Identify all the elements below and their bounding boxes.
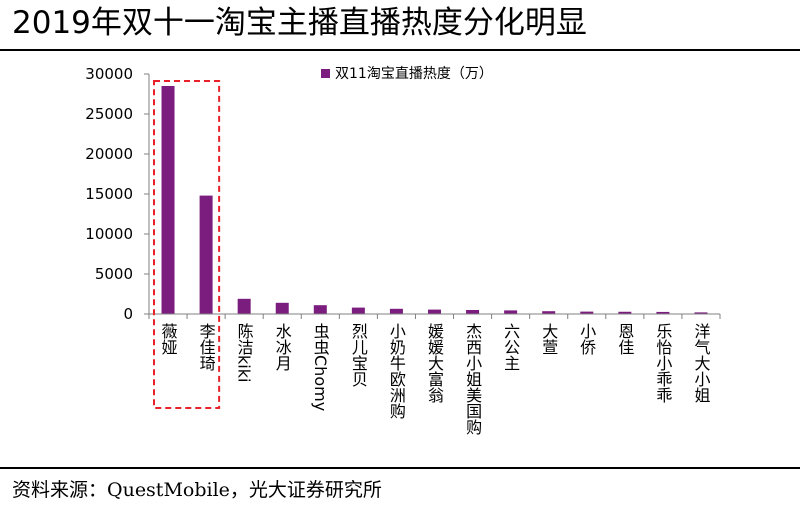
bar: [275, 302, 289, 314]
x-tick-label: 乐怡小乖乖: [653, 323, 672, 403]
bar: [580, 311, 594, 314]
legend-swatch: [321, 69, 330, 78]
x-tick-label: 陈洁kiki: [235, 323, 254, 382]
y-tick-label: 15000: [85, 185, 133, 203]
bar: [504, 310, 518, 314]
x-tick-label: 虫虫Chomy: [311, 323, 330, 411]
source-note: 资料来源：QuestMobile，光大证券研究所: [12, 479, 382, 501]
bar-chart: 0 5000 10000 15000 20000 25000 30000 薇娅 李佳琦 陈洁ki…: [85, 65, 721, 436]
title-divider: [0, 49, 800, 51]
x-tick-label: 洋气大小姐: [691, 323, 710, 403]
x-tick-label: 李佳琦: [197, 323, 216, 371]
y-tick-label: 0: [123, 305, 133, 323]
x-tick-label: 大萱: [539, 323, 558, 355]
x-tick-label: 杰西小姐美国购: [463, 323, 482, 436]
bar: [199, 195, 213, 314]
legend-label: 双11淘宝直播热度（万）: [335, 65, 493, 82]
bar: [466, 310, 480, 314]
bar: [237, 298, 251, 314]
y-tick-label: 5000: [95, 265, 133, 283]
bar: [313, 305, 327, 314]
bar: [542, 311, 556, 314]
x-axis: 薇娅 李佳琦 陈洁kiki 水冰月 虫虫Chomy 烈儿宝贝 小奶牛欧洲购 媛媛大富翁 杰西小姐…: [148, 313, 721, 436]
bar: [351, 307, 365, 314]
x-tick-label: 烈儿宝贝: [349, 323, 368, 387]
page-title: 2019年双十一淘宝主播直播热度分化明显: [12, 5, 587, 41]
bar: [694, 312, 708, 314]
x-tick-label: 小奶牛欧洲购: [387, 323, 406, 420]
y-tick-label: 30000: [85, 65, 133, 83]
x-tick-label: 薇娅: [159, 323, 178, 355]
x-tick-label: 水冰月: [273, 323, 292, 372]
x-tick-label: 小侨: [577, 323, 596, 355]
x-tick-label: 恩佳: [615, 323, 634, 355]
y-axis: 0 5000 10000 15000 20000 25000 30000: [85, 65, 150, 323]
highlight-box: [153, 80, 221, 409]
bar: [656, 311, 670, 314]
x-tick-label: 媛媛大富翁: [425, 323, 444, 403]
y-tick-label: 10000: [85, 225, 133, 243]
bar: [428, 309, 441, 314]
legend: 双11淘宝直播热度（万）: [321, 65, 493, 82]
y-tick-label: 20000: [85, 145, 133, 163]
bar: [389, 308, 403, 314]
bars: [161, 86, 708, 314]
bar: [161, 86, 175, 314]
x-tick-label: 六公主: [501, 323, 520, 371]
bar: [618, 311, 632, 314]
y-tick-label: 25000: [85, 105, 133, 123]
source-divider: [0, 467, 800, 469]
